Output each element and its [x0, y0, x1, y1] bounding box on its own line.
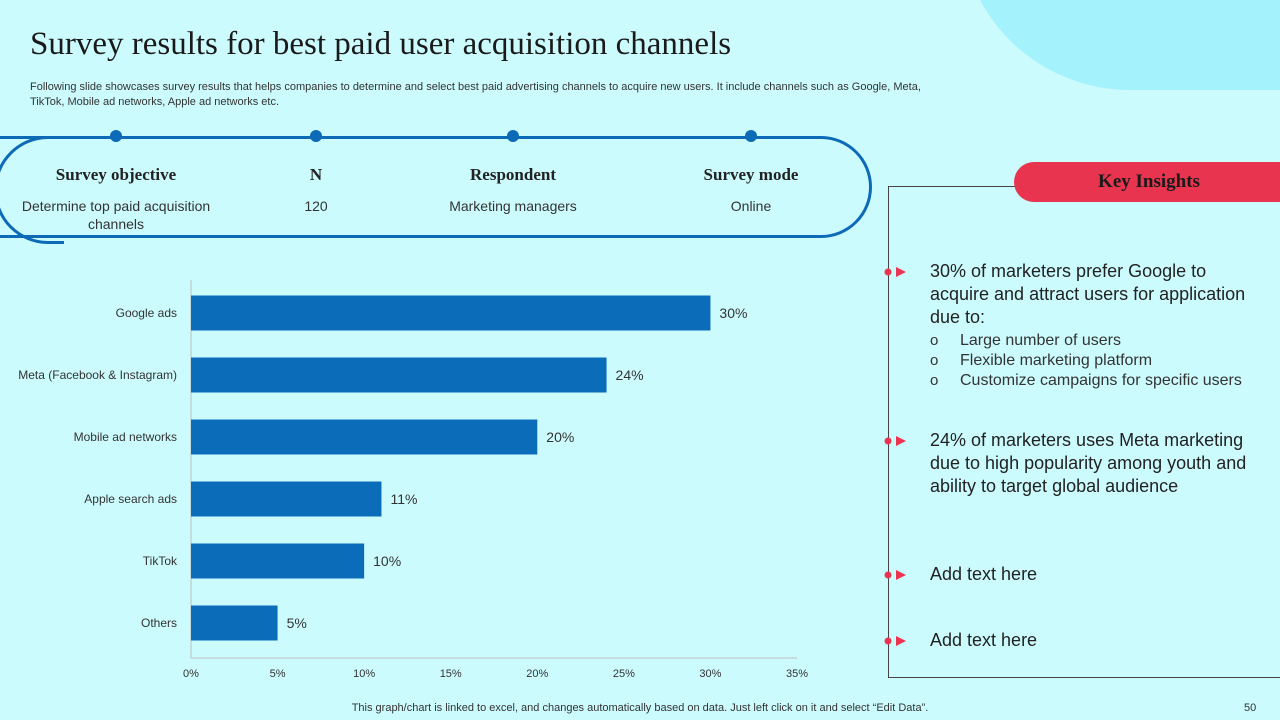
survey-dot [745, 130, 757, 142]
insight-text: Add text here [930, 564, 1038, 584]
survey-value-objective: Determine top paid acquisition channels [21, 198, 211, 232]
x-tick-label: 10% [353, 668, 375, 680]
bar-chart-svg: Google ads 30% Meta (Facebook & Instagram)… [18, 280, 808, 680]
survey-summary-panel: Survey objective Determine top paid acqu… [0, 130, 872, 244]
insight-item: Add text here [884, 563, 1260, 586]
bullet-arrow-icon [884, 436, 906, 446]
bullet-arrow-icon [884, 570, 906, 580]
category-label: Mobile ad networks [74, 430, 177, 444]
category-label: Apple search ads [84, 492, 177, 506]
insight-item: 30% of marketers prefer Google to acquir… [884, 260, 1260, 391]
insight-item: Add text here [884, 629, 1260, 652]
insight-subitem: Large number of users [930, 331, 1260, 351]
bar [191, 481, 382, 517]
data-label: 5% [287, 615, 307, 631]
insight-item: 24% of marketers uses Meta marketing due… [884, 429, 1260, 498]
category-label: TikTok [143, 554, 178, 568]
data-label: 30% [719, 305, 747, 321]
insights-header: Key Insights [1014, 162, 1280, 202]
insight-text: 30% of marketers prefer Google to acquir… [930, 261, 1246, 327]
survey-head-objective: Survey objective [55, 165, 177, 184]
x-tick-label: 35% [786, 668, 808, 680]
insight-sublist: Large number of users Flexible marketing… [930, 331, 1260, 391]
data-label: 20% [546, 429, 574, 445]
channel-bar-chart[interactable]: Google ads 30% Meta (Facebook & Instagram)… [0, 270, 860, 690]
survey-dot [310, 130, 322, 142]
bar [191, 295, 711, 331]
data-label: 24% [616, 367, 644, 383]
insight-text: Add text here [930, 630, 1038, 650]
survey-dot [110, 130, 122, 142]
x-tick-label: 30% [699, 668, 721, 680]
bar [191, 419, 538, 455]
category-label: Google ads [116, 306, 177, 320]
insight-text: 24% of marketers uses Meta marketing due… [930, 430, 1247, 496]
footer-note: This graph/chart is linked to excel, and… [351, 702, 929, 714]
bar [191, 357, 607, 393]
bar [191, 543, 365, 579]
category-label: Others [141, 616, 177, 630]
survey-value-respondent: Marketing managers [449, 198, 577, 214]
page-number: 50 [1244, 702, 1257, 714]
page-title: Survey results for best paid user acquis… [30, 26, 732, 62]
survey-head-respondent: Respondent [470, 165, 556, 184]
survey-dot [507, 130, 519, 142]
insight-subitem: Customize campaigns for specific users [930, 371, 1260, 391]
page-subtitle: Following slide showcases survey results… [30, 81, 921, 108]
x-tick-label: 15% [440, 668, 462, 680]
data-label: 11% [390, 491, 417, 507]
x-tick-label: 25% [613, 668, 635, 680]
insight-subitem: Flexible marketing platform [930, 351, 1260, 371]
bullet-arrow-icon [884, 636, 906, 646]
insights-title: Key Insights [1098, 171, 1200, 192]
x-tick-label: 5% [270, 668, 286, 680]
data-label: 10% [373, 553, 401, 569]
survey-head-n: N [309, 165, 323, 184]
category-label: Meta (Facebook & Instagram) [18, 368, 177, 382]
x-tick-label: 20% [526, 668, 548, 680]
x-tick-label: 0% [183, 668, 199, 680]
bar [191, 605, 278, 641]
survey-head-mode: Survey mode [703, 165, 799, 184]
survey-value-n: 120 [304, 198, 328, 214]
survey-value-mode: Online [730, 198, 772, 214]
bullet-arrow-icon [884, 267, 906, 277]
decorative-corner-shape [960, 0, 1280, 90]
